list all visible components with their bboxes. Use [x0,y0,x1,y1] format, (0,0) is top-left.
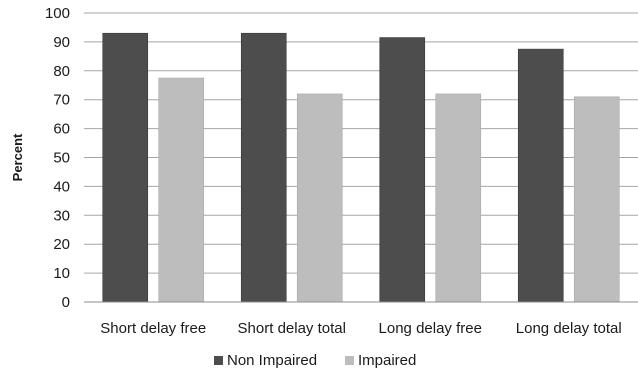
legend-swatch [214,356,223,365]
y-tick-label: 90 [53,34,70,51]
bar-non-impaired [240,32,287,303]
bar-non-impaired [102,32,149,303]
x-axis-labels: Short delay free Short delay total Long de… [100,320,621,337]
legend-label: Impaired [358,352,416,369]
y-tick-label: 100 [45,5,70,22]
legend-swatch [345,356,354,365]
bars [102,32,620,303]
x-category-label: Long delay free [379,320,482,337]
x-category-label: Short delay total [238,320,346,337]
y-axis-ticks: 0 10 20 30 40 50 60 70 80 90 100 [45,5,70,311]
x-category-label: Short delay free [100,320,206,337]
bar-non-impaired [517,48,564,303]
y-tick-label: 0 [62,294,70,311]
bar-impaired [435,93,482,303]
y-tick-label: 60 [53,121,70,138]
bar-impaired [158,77,205,303]
bar-impaired [573,96,620,303]
x-category-label: Long delay total [516,320,622,337]
y-tick-label: 40 [53,178,70,195]
legend-label: Non Impaired [227,352,317,369]
y-tick-label: 50 [53,150,70,167]
y-tick-label: 70 [53,92,70,109]
legend: Non Impaired Impaired [214,352,416,369]
bar-impaired [296,93,343,303]
y-tick-label: 20 [53,236,70,253]
y-tick-label: 10 [53,265,70,282]
y-tick-label: 30 [53,207,70,224]
bar-non-impaired [379,37,426,303]
y-axis-title: Percent [10,133,25,181]
y-tick-label: 80 [53,63,70,80]
